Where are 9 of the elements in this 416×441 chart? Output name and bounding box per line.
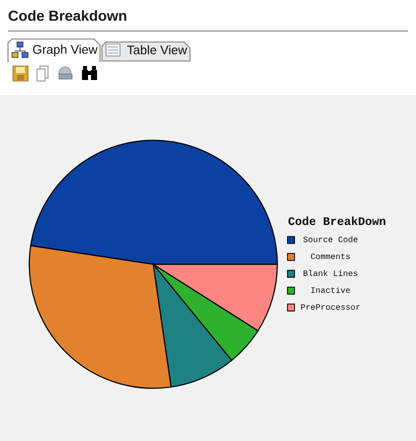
chart-title: Code Breakdown	[8, 10, 126, 21]
legend-label: Source Code	[303, 236, 358, 242]
text: Table View	[127, 45, 188, 54]
legend-label: Inactive	[311, 286, 350, 293]
legend-title: Code BreakDown	[288, 216, 386, 226]
legend-label: PreProcessor	[301, 304, 360, 310]
legend-label: Blank Lines	[304, 270, 358, 276]
text: Graph View	[33, 44, 98, 56]
legend-label: Comments	[310, 253, 350, 260]
